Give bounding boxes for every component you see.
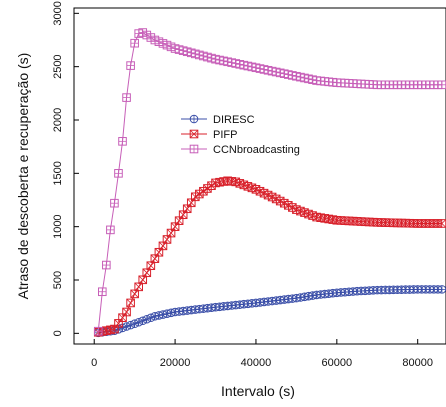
legend-label-diresc: DIRESC [213,114,255,126]
data-point-pifp-d2 [122,307,131,317]
legend-marker-pifp-d2 [189,129,199,139]
series-ccnbroadcasting [93,28,446,336]
legend-label-ccnbroadcasting: CCNbroadcasting [213,144,300,156]
x-tick-label: 0 [91,357,97,369]
x-tick-label: 60000 [322,357,353,369]
x-tick-label: 20000 [160,357,191,369]
data-point-pifp-d2 [138,275,147,284]
legend-marker-pifp [189,129,199,139]
data-point-pifp-d2 [114,319,123,328]
y-tick-label: 0 [52,330,64,336]
data-point-pifp-d2 [134,282,143,291]
data-point-pifp [122,307,131,317]
data-point-pifp-d2 [142,268,151,277]
x-tick-label: 40000 [241,357,272,369]
y-tick-label: 500 [52,271,64,289]
series-line-diresc [98,288,442,334]
data-point-pifp-d2 [118,313,127,322]
data-point-pifp [126,298,135,308]
series-line-pifp [98,180,442,333]
data-point-pifp-d2 [437,219,446,228]
y-tick-label: 2000 [52,108,64,132]
x-tick-label: 80000 [402,357,433,369]
y-tick-label: 1500 [52,161,64,185]
series-diresc [93,285,446,338]
plot-frame [73,7,446,345]
legend-label-pifp: PIFP [213,129,237,141]
y-tick-label: 1000 [52,214,64,238]
y-tick-label: 3000 [52,1,64,25]
data-point-pifp-d2 [130,289,139,298]
data-point-pifp-d2 [146,261,155,270]
data-point-pifp-d2 [126,298,135,308]
series-pifp [93,176,446,337]
y-axis-title: Atraso de descoberta e recuperação (s) [15,53,31,300]
y-tick-label: 2500 [52,54,64,78]
x-axis-title: Intervalo (s) [221,383,295,399]
data-point-pifp-d2 [110,324,119,334]
